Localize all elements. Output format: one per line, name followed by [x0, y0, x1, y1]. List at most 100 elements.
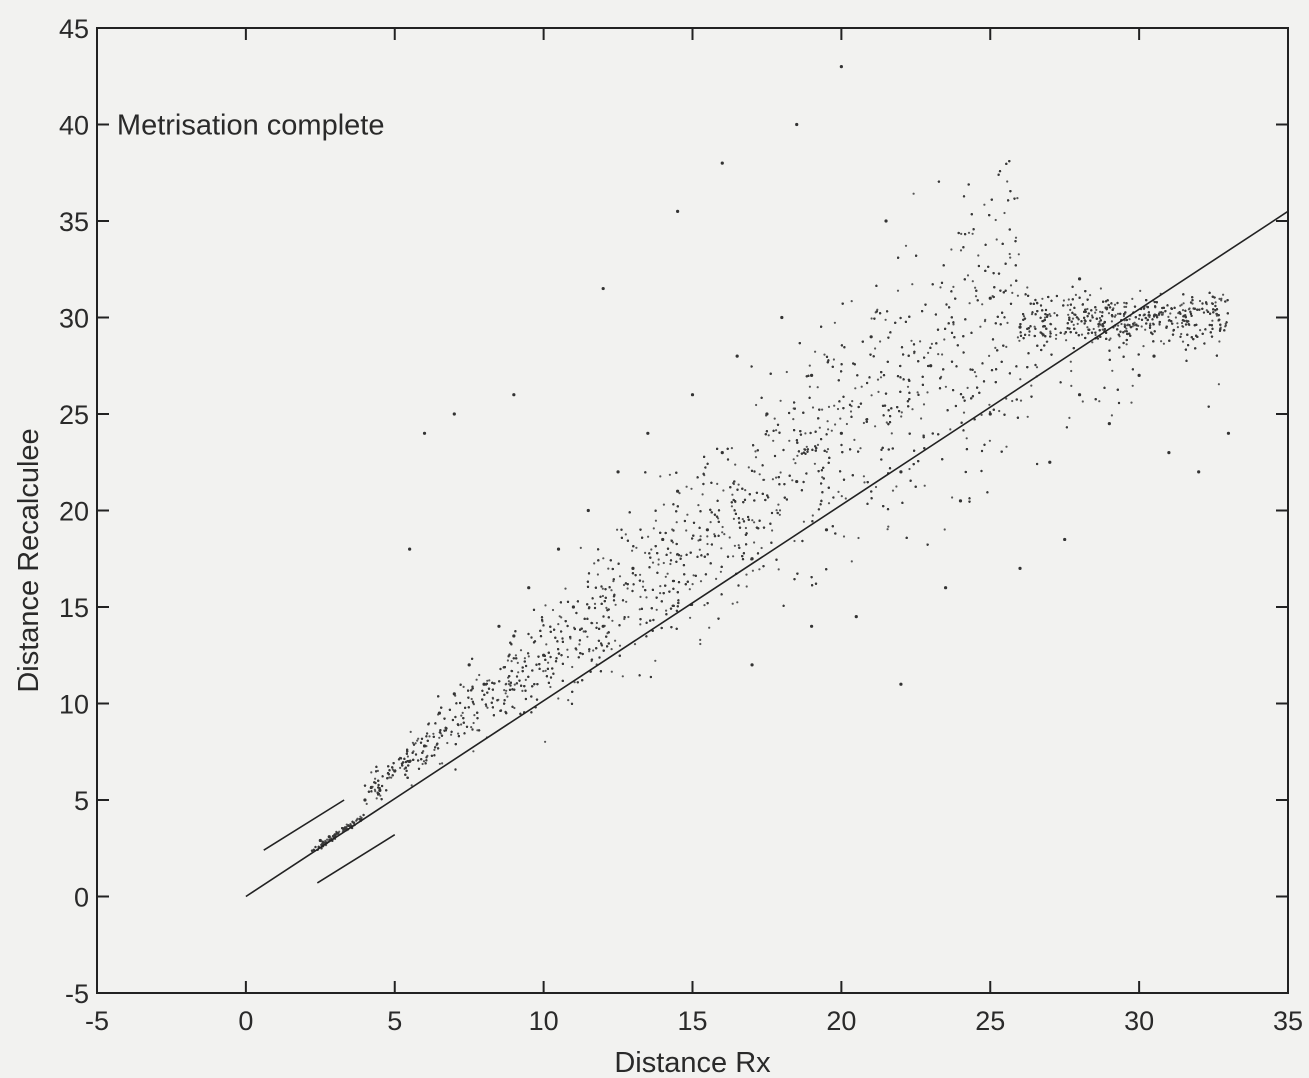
scatter-point	[778, 509, 782, 512]
scatter-point	[721, 531, 724, 534]
scatter-point	[808, 364, 811, 367]
scatter-point	[1167, 315, 1170, 318]
scatter-point	[720, 161, 724, 165]
scatter-point	[735, 354, 739, 358]
scatter-point	[652, 527, 655, 530]
scatter-point	[937, 353, 940, 356]
scatter-point	[1049, 314, 1052, 318]
scatter-point	[486, 679, 489, 682]
scatter-point	[788, 439, 791, 442]
scatter-point	[745, 585, 748, 588]
scatter-point	[411, 741, 414, 744]
scatter-point	[556, 547, 561, 551]
scatter-point	[826, 420, 829, 423]
scatter-point	[826, 448, 830, 451]
scatter-point	[409, 730, 412, 734]
scatter-point	[794, 462, 797, 465]
scatter-point	[1055, 333, 1058, 337]
scatter-point	[713, 533, 716, 536]
scatter-point	[716, 482, 719, 485]
scatter-point	[817, 508, 821, 511]
scatter-point	[879, 340, 882, 343]
scatter-point	[765, 414, 768, 417]
scatter-point	[721, 525, 724, 529]
scatter-point	[363, 798, 367, 802]
scatter-point	[1006, 180, 1009, 183]
scatter-point	[438, 762, 441, 765]
scatter-point	[478, 673, 481, 677]
scatter-point	[981, 362, 984, 365]
scatter-point	[338, 830, 341, 833]
scatter-point	[751, 569, 755, 572]
scatter-point	[745, 573, 748, 576]
scatter-point	[512, 634, 516, 638]
scatter-point	[736, 601, 739, 604]
scatter-point	[717, 517, 720, 520]
scatter-point	[1054, 337, 1058, 340]
scatter-point	[1091, 314, 1094, 317]
scatter-point	[1099, 287, 1102, 290]
scatter-point	[1053, 312, 1056, 315]
scatter-point	[1123, 330, 1127, 333]
scatter-point	[686, 513, 689, 516]
scatter-point	[965, 437, 968, 440]
scatter-point	[708, 626, 711, 629]
scatter-point	[979, 325, 982, 328]
scatter-point	[772, 439, 775, 442]
scatter-point	[691, 583, 694, 586]
scatter-point	[952, 285, 955, 288]
scatter-point	[416, 739, 419, 742]
scatter-point	[951, 496, 954, 499]
scatter-point	[995, 238, 998, 241]
scatter-point	[521, 689, 524, 693]
scatter-point	[1198, 299, 1202, 303]
scatter-point	[579, 546, 582, 550]
scatter-point	[1101, 328, 1104, 331]
scatter-point	[595, 621, 599, 625]
scatter-point	[1026, 415, 1029, 418]
scatter-point	[771, 478, 775, 481]
scatter-point	[845, 422, 849, 426]
scatter-point	[737, 483, 740, 486]
scatter-point	[1224, 324, 1227, 327]
scatter-point	[814, 350, 817, 353]
scatter-point	[908, 467, 911, 471]
scatter-point	[689, 616, 692, 619]
scatter-point	[523, 657, 527, 660]
scatter-point	[899, 682, 903, 686]
scatter-point	[1220, 297, 1223, 300]
scatter-point	[1214, 301, 1217, 304]
scatter-point	[505, 682, 508, 686]
scatter-point	[720, 451, 724, 455]
scatter-point	[1062, 299, 1065, 302]
scatter-point	[1128, 318, 1131, 321]
scatter-point	[906, 385, 910, 388]
scatter-point	[709, 521, 712, 524]
scatter-point	[860, 385, 863, 388]
scatter-point	[690, 487, 693, 490]
scatter-point	[666, 572, 669, 575]
scatter-point	[1199, 329, 1202, 332]
scatter-point	[524, 678, 527, 682]
scatter-point	[676, 209, 680, 213]
scatter-point	[592, 649, 595, 652]
scatter-point	[512, 393, 516, 397]
scatter-point	[623, 617, 626, 621]
scatter-point	[1048, 313, 1051, 316]
scatter-point	[1091, 341, 1094, 344]
scatter-point	[618, 644, 622, 647]
scatter-point	[659, 592, 662, 595]
scatter-point	[1122, 314, 1125, 318]
scatter-point	[854, 387, 857, 390]
scatter-point	[433, 748, 436, 752]
scatter-point	[1097, 325, 1100, 328]
scatter-point	[833, 321, 837, 324]
scatter-point	[1137, 324, 1140, 327]
scatter-point	[994, 218, 997, 222]
scatter-point	[426, 732, 429, 735]
scatter-point	[618, 575, 622, 578]
scatter-point	[685, 485, 688, 488]
scatter-point	[1011, 399, 1014, 403]
scatter-point	[571, 665, 574, 669]
scatter-point	[616, 470, 620, 474]
